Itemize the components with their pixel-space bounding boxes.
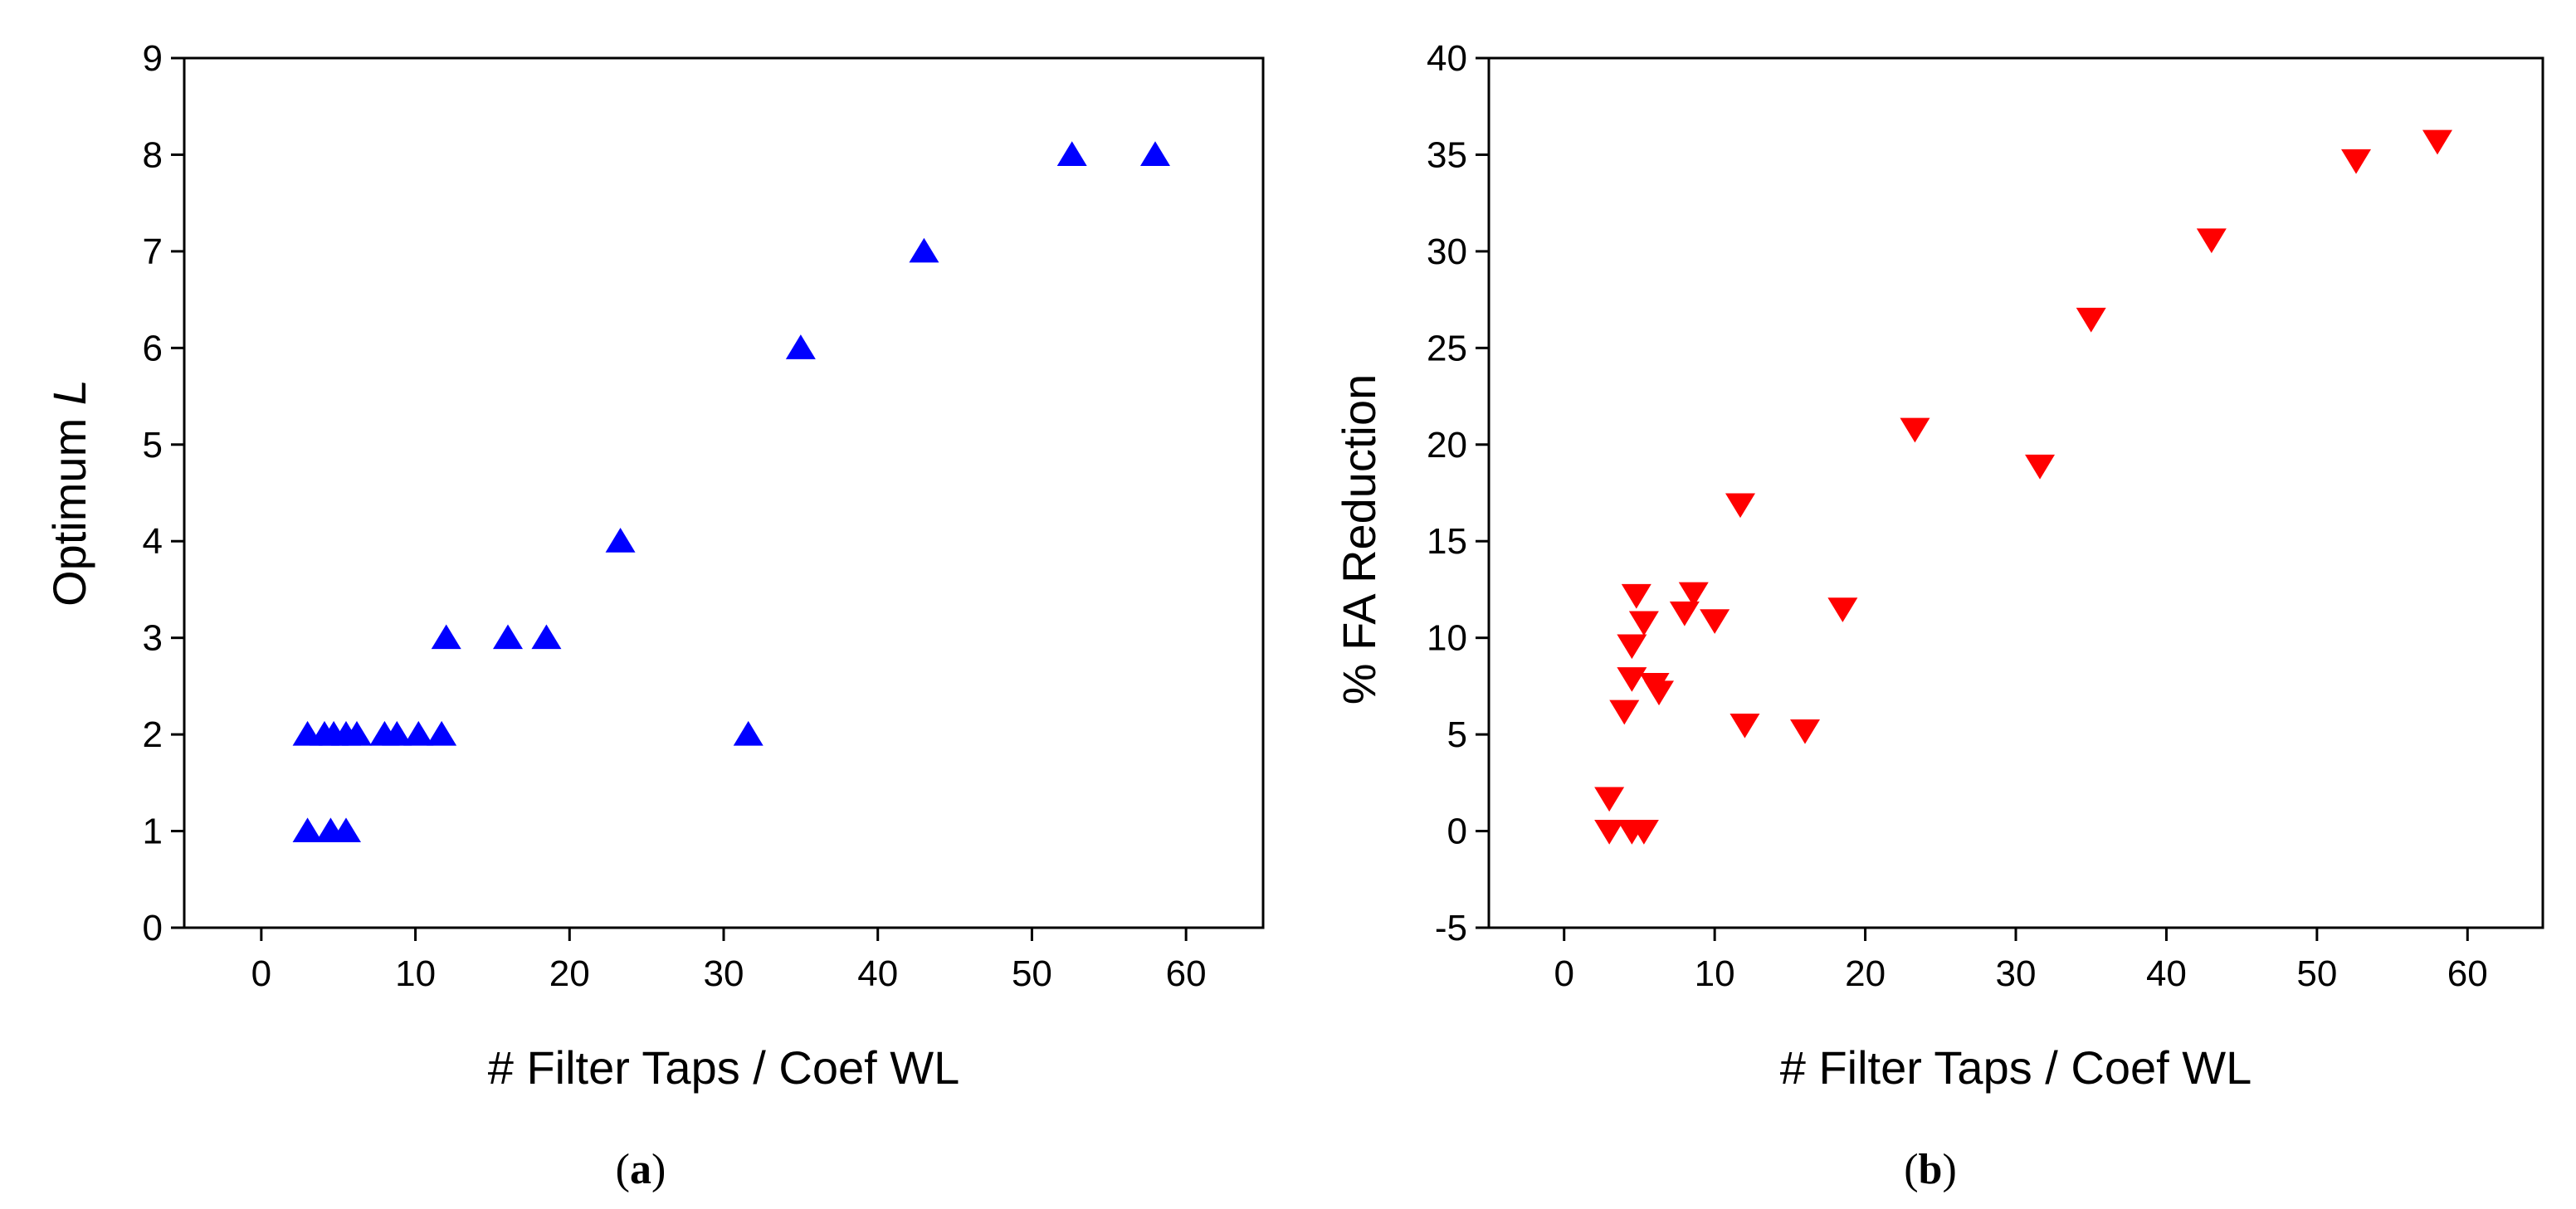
- data-point: [1644, 680, 1675, 706]
- x-tick-label: 0: [251, 953, 271, 994]
- data-point: [1827, 597, 1858, 622]
- data-point: [733, 720, 764, 746]
- y-tick-label: 6: [143, 328, 163, 368]
- data-point: [2341, 149, 2372, 174]
- x-tick-label: 20: [1845, 953, 1886, 994]
- data-point: [1594, 787, 1625, 812]
- data-point: [531, 624, 562, 650]
- y-axis-title: Optimum L: [43, 379, 95, 607]
- y-tick-label: 5: [1447, 714, 1467, 755]
- x-tick-label: 10: [395, 953, 436, 994]
- data-point: [1617, 634, 1647, 660]
- data-point: [1730, 713, 1760, 739]
- data-point: [1617, 667, 1647, 692]
- data-point: [382, 720, 412, 746]
- data-point: [2076, 307, 2106, 333]
- y-tick-label: 15: [1427, 521, 1467, 562]
- chart-panel-b: -5 0 5 10 15 20 25 30 35 40 0 10 20 30 40 50 60 # Filte…: [1333, 38, 2544, 1193]
- plot-frame: [183, 56, 1265, 929]
- caption-close: ): [1942, 1146, 1956, 1193]
- data-point: [1594, 820, 1625, 845]
- y-tick-label: 25: [1427, 328, 1467, 368]
- y-axis-title-prefix: Optimum: [43, 405, 95, 607]
- y-tick-label: 2: [143, 714, 163, 755]
- y-axis-ticks: -5 0 5 10 15 20 25 30 35 40: [1427, 38, 1489, 948]
- caption-a: (a): [616, 1146, 666, 1193]
- x-axis-title: # Filter Taps / Coef WL: [1780, 1041, 2252, 1094]
- chart-panel-a: 0 1 2 3 4 5 6 7 8 9 0 10 20 30 40 50 60 # Filter Taps /…: [43, 38, 1265, 1193]
- y-axis-title-italic: L: [43, 379, 95, 405]
- y-tick-label: 10: [1427, 618, 1467, 659]
- data-point: [1628, 611, 1659, 636]
- data-point: [1700, 609, 1730, 634]
- data-point: [1628, 820, 1659, 845]
- y-axis-title: % FA Reduction: [1333, 374, 1385, 704]
- x-tick-label: 60: [2447, 953, 2488, 994]
- caption-open: (: [1904, 1146, 1918, 1193]
- data-point: [1678, 582, 1709, 607]
- x-axis-ticks: 0 10 20 30 40 50 60: [1554, 928, 2488, 994]
- data-point: [2025, 454, 2056, 480]
- y-tick-label: 1: [143, 812, 163, 852]
- data-points: [1594, 129, 2452, 845]
- y-tick-label: 40: [1427, 38, 1467, 79]
- data-point: [1669, 601, 1700, 626]
- caption-close: ): [651, 1146, 666, 1193]
- x-tick-label: 0: [1554, 953, 1573, 994]
- x-tick-label: 50: [2296, 953, 2337, 994]
- y-tick-label: 20: [1427, 425, 1467, 466]
- data-point: [331, 817, 361, 843]
- y-tick-label: 7: [143, 232, 163, 272]
- x-axis-ticks: 0 10 20 30 40 50 60: [251, 928, 1207, 994]
- x-tick-label: 40: [2146, 953, 2187, 994]
- y-tick-label: 35: [1427, 134, 1467, 175]
- y-tick-label: 4: [143, 521, 163, 562]
- data-point: [1790, 719, 1820, 744]
- data-point: [1621, 583, 1651, 609]
- plot-frame: [1487, 56, 2544, 929]
- x-tick-label: 30: [1996, 953, 2037, 994]
- y-tick-label: 3: [143, 618, 163, 659]
- data-point: [342, 720, 372, 746]
- y-tick-label: 0: [143, 908, 163, 948]
- caption-open: (: [616, 1146, 630, 1193]
- x-tick-label: 40: [857, 953, 898, 994]
- x-tick-label: 30: [704, 953, 744, 994]
- data-point: [1056, 141, 1087, 166]
- y-tick-label: 8: [143, 134, 163, 175]
- data-point: [431, 624, 461, 650]
- x-tick-label: 60: [1166, 953, 1207, 994]
- x-tick-label: 20: [549, 953, 590, 994]
- y-tick-label: -5: [1435, 908, 1467, 948]
- data-point: [292, 817, 323, 843]
- x-tick-label: 50: [1012, 953, 1052, 994]
- data-point: [1725, 493, 1755, 519]
- y-axis-ticks: 0 1 2 3 4 5 6 7 8 9: [143, 38, 184, 948]
- y-tick-label: 30: [1427, 232, 1467, 272]
- data-point: [2422, 129, 2452, 155]
- data-point: [1140, 141, 1170, 166]
- data-point: [403, 720, 434, 746]
- data-point: [2196, 228, 2227, 254]
- caption-letter: a: [630, 1146, 651, 1193]
- caption-letter: b: [1919, 1146, 1943, 1193]
- y-tick-label: 9: [143, 38, 163, 79]
- y-tick-label: 5: [143, 425, 163, 466]
- data-point: [427, 720, 457, 746]
- data-point: [785, 334, 816, 359]
- data-point: [493, 624, 523, 650]
- data-point: [1900, 417, 1930, 443]
- x-tick-label: 10: [1695, 953, 1735, 994]
- data-point: [909, 237, 939, 263]
- y-tick-label: 0: [1447, 812, 1467, 852]
- caption-b: (b): [1904, 1146, 1957, 1193]
- data-point: [1609, 700, 1640, 725]
- data-point: [605, 528, 636, 553]
- data-points: [292, 141, 1170, 843]
- x-axis-title: # Filter Taps / Coef WL: [488, 1041, 960, 1094]
